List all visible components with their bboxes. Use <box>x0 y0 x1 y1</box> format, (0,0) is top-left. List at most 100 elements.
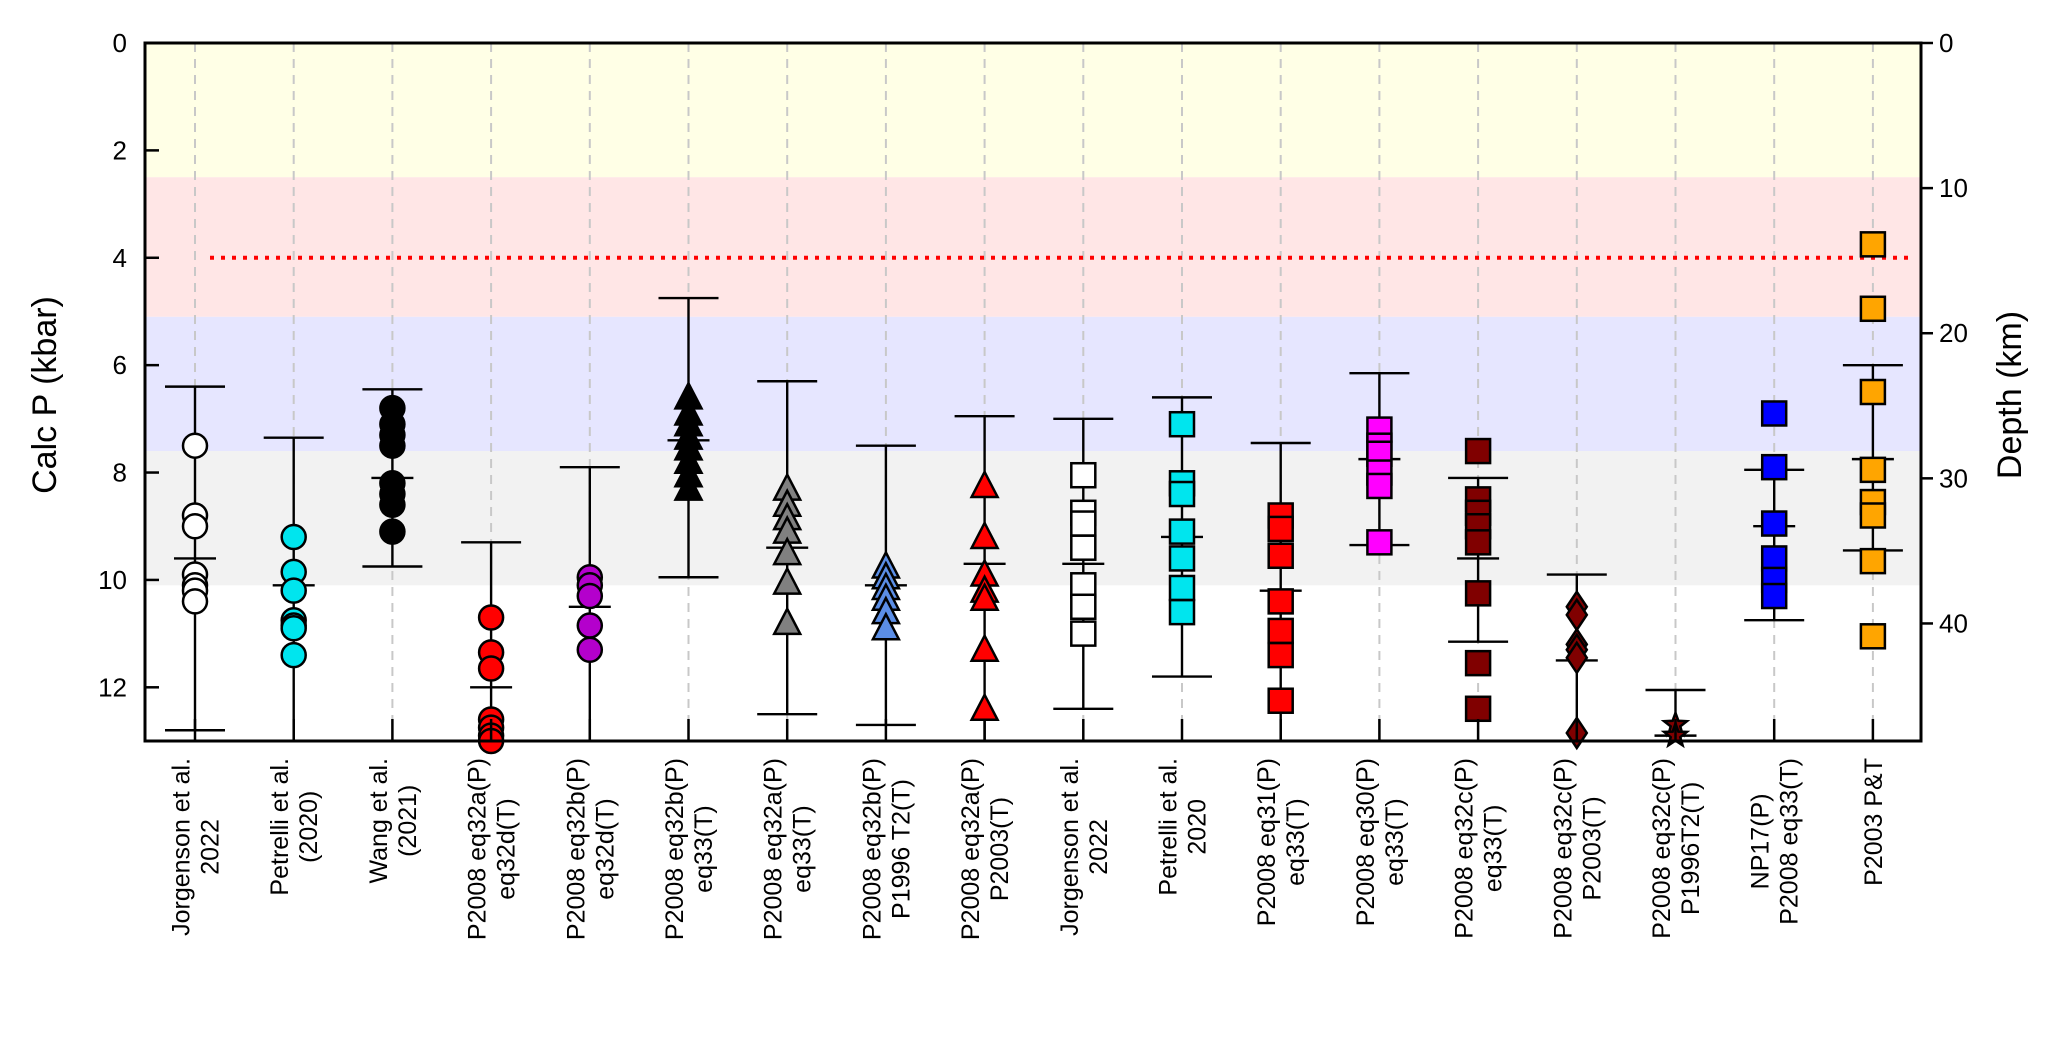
category-label: P2008 eq32a(P)eq32d(T) <box>464 758 521 940</box>
y-tick-label: 6 <box>113 350 127 380</box>
square-marker <box>1760 453 1788 481</box>
band <box>145 43 1921 178</box>
category-label-line: Petrelli et al. <box>266 758 294 896</box>
diamond-marker <box>1565 640 1589 676</box>
y2-tick-label: 20 <box>1939 318 1968 348</box>
category-label: NP17(P)P2008 eq33(T) <box>1747 758 1804 925</box>
y2-tick-label: 40 <box>1939 608 1968 638</box>
circle-marker <box>181 588 209 615</box>
triangle-marker <box>969 582 1000 611</box>
category-label: P2008 eq32b(P)P1996 T2(T) <box>858 758 915 940</box>
category-label-line: P2008 eq32c(P) <box>1451 758 1479 939</box>
category-label-line: P1996T2(T) <box>1677 782 1705 915</box>
category-label: Jorgenson et al.2022 <box>168 758 225 936</box>
square-marker <box>1168 410 1196 438</box>
triangle-marker <box>772 606 803 636</box>
square-marker <box>1168 518 1196 545</box>
square-marker <box>1267 515 1294 543</box>
y2-axis-title: Depth (km) <box>1991 311 2029 479</box>
square-marker <box>1168 545 1196 572</box>
triangle-marker <box>772 536 803 566</box>
square-marker <box>1267 588 1294 615</box>
square-marker <box>1267 542 1294 570</box>
category-label: P2008 eq32b(P)eq33(T) <box>661 758 718 940</box>
triangle-marker <box>969 633 1000 662</box>
square-marker <box>1464 529 1492 556</box>
square-marker <box>1464 695 1492 723</box>
category-label-line: NP17(P) <box>1747 793 1775 889</box>
y-tick-label: 12 <box>98 672 127 702</box>
triangle-marker <box>673 471 704 501</box>
category-label: Petrelli et al.2020 <box>1155 758 1212 896</box>
category-label: P2008 eq32c(P)P1996T2(T) <box>1648 758 1705 939</box>
circle-marker <box>379 518 406 545</box>
square-marker <box>1267 687 1294 714</box>
category-label-line: Jorgenson et al. <box>168 758 196 936</box>
circle-marker <box>477 655 505 682</box>
data-points <box>181 231 1887 755</box>
square-marker <box>1760 510 1788 537</box>
y-tick-label: 0 <box>113 28 127 58</box>
square-marker <box>1070 534 1097 561</box>
category-label-line: P2008 eq32b(P) <box>562 758 590 940</box>
category-label-line: P2008 eq32a(P) <box>760 758 788 940</box>
category-label-line: P2003(T) <box>986 797 1014 901</box>
y-tick-label: 10 <box>98 565 127 595</box>
square-marker <box>1859 456 1887 484</box>
category-label: P2008 eq32c(P)P2003(T) <box>1549 758 1606 939</box>
category-label: P2008 eq32a(P)eq33(T) <box>760 758 817 940</box>
square-marker <box>1267 641 1294 669</box>
square-marker <box>1366 529 1393 556</box>
square-marker <box>1859 623 1887 650</box>
square-marker <box>1070 510 1097 537</box>
circle-marker <box>280 577 307 604</box>
category-label: P2008 eq32c(P)eq33(T) <box>1451 758 1508 939</box>
category-label-line: P2003 P&T <box>1860 758 1888 886</box>
category-label: P2008 eq32a(P)P2003(T) <box>957 758 1014 940</box>
plot-frame <box>143 41 1923 743</box>
y2-tick-label: 30 <box>1939 463 1968 493</box>
category-label-line: Wang et al. <box>365 758 393 884</box>
category-label-line: P2008 eq32c(P) <box>1648 758 1676 939</box>
category-label-line: P2008 eq32a(P) <box>957 758 985 940</box>
circle-marker <box>280 614 307 642</box>
category-label: Petrelli et al.(2020) <box>266 758 323 896</box>
square-marker <box>1366 472 1393 500</box>
square-marker <box>1267 617 1294 645</box>
square-marker <box>1070 620 1097 647</box>
circle-marker <box>379 491 406 519</box>
category-label: Jorgenson et al.2022 <box>1056 758 1113 936</box>
category-label-line: P2008 eq31(P) <box>1253 758 1281 926</box>
category-label-line: (2021) <box>394 785 422 857</box>
category-label-line: 2020 <box>1184 799 1212 855</box>
circle-marker <box>379 432 406 459</box>
square-marker <box>1859 231 1887 258</box>
band <box>145 316 1921 452</box>
square-marker <box>1859 378 1887 406</box>
triangle-marker <box>969 469 1000 499</box>
category-label-line: P2008 eq32b(P) <box>858 758 886 940</box>
circle-marker <box>181 432 209 459</box>
circle-marker <box>576 582 604 610</box>
category-label-line: P2008 eq32c(P) <box>1549 758 1577 939</box>
category-label-line: eq33(T) <box>1282 798 1310 886</box>
square-marker <box>1070 461 1097 489</box>
square-marker <box>1168 598 1196 626</box>
category-label-line: eq32d(T) <box>591 798 619 899</box>
category-label-line: P2008 eq32a(P) <box>464 758 492 940</box>
band <box>145 451 1921 586</box>
category-label-line: eq33(T) <box>690 805 718 893</box>
y2-tick-label: 10 <box>1939 173 1968 203</box>
category-label: P2003 P&T <box>1860 758 1888 886</box>
category-label-line: eq33(T) <box>1480 805 1508 893</box>
category-label: P2008 eq31(P)eq33(T) <box>1253 758 1310 926</box>
category-label-line: eq32d(T) <box>493 798 521 899</box>
category-label-line: P2008 eq32b(P) <box>661 758 689 940</box>
square-marker <box>1760 400 1788 427</box>
square-marker <box>1070 572 1097 599</box>
circle-marker <box>280 523 307 551</box>
y-axis-title: Calc P (kbar) <box>26 296 64 494</box>
axes: 0 2 4 6 8 10 12 0 10 20 30 40 <box>98 28 1968 743</box>
category-label-line: eq33(T) <box>1381 798 1409 886</box>
